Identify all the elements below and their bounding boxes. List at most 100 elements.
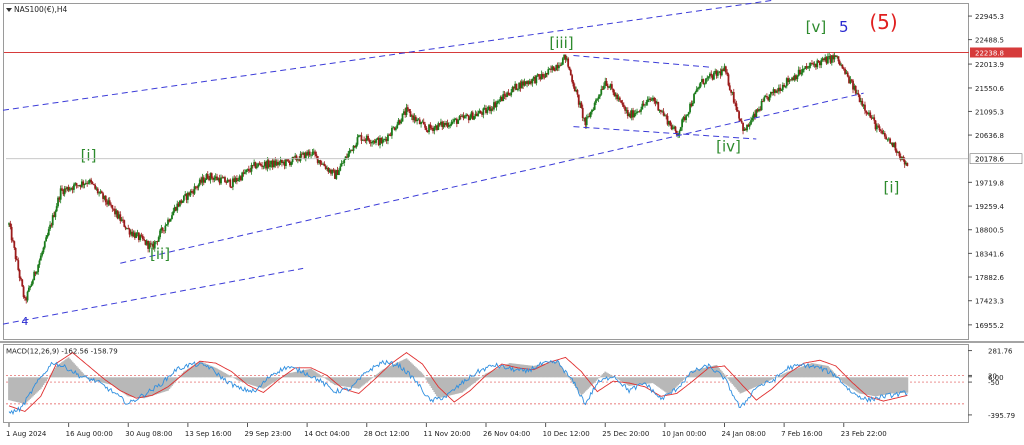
candle-body bbox=[98, 193, 100, 194]
candle-body bbox=[734, 103, 736, 104]
candle-body bbox=[696, 89, 698, 92]
candle-body bbox=[838, 56, 840, 61]
candle-body bbox=[762, 101, 764, 102]
candle-body bbox=[517, 89, 519, 90]
candle-body bbox=[889, 139, 891, 144]
candle-body bbox=[675, 127, 677, 131]
candle-body bbox=[477, 113, 479, 116]
wave-label-3: [iii] bbox=[549, 34, 573, 52]
candle-body bbox=[749, 124, 751, 126]
candle-body bbox=[375, 139, 377, 142]
candle-body bbox=[571, 75, 573, 82]
candle-body bbox=[12, 240, 14, 241]
candle-body bbox=[194, 186, 196, 193]
time-tick-label: 24 Jan 08:00 bbox=[722, 430, 766, 438]
candle-body bbox=[170, 219, 172, 221]
macd-histogram-bar bbox=[598, 377, 600, 378]
candle-body bbox=[371, 142, 373, 143]
candle-body bbox=[400, 122, 402, 124]
candle-body bbox=[355, 145, 357, 148]
price-tick-label: 22013.9 bbox=[975, 61, 1004, 69]
candle-body bbox=[402, 113, 404, 121]
candle-body bbox=[547, 69, 549, 74]
candle-body bbox=[785, 86, 787, 87]
candle-body bbox=[224, 177, 226, 182]
candle-body bbox=[339, 166, 341, 170]
time-tick-label: 14 Oct 04:00 bbox=[304, 430, 350, 438]
candle-body bbox=[32, 280, 34, 284]
candle-body bbox=[172, 211, 174, 215]
candle-body bbox=[602, 89, 604, 90]
candle-body bbox=[90, 180, 92, 182]
candle-body bbox=[343, 160, 345, 163]
candle-body bbox=[750, 120, 752, 124]
time-tick-label: 26 Nov 04:00 bbox=[483, 430, 530, 438]
candle-body bbox=[424, 124, 426, 127]
candle-body bbox=[586, 117, 588, 125]
candle-body bbox=[92, 182, 94, 184]
candle-body bbox=[452, 122, 454, 123]
candle-body bbox=[657, 102, 659, 111]
candle-body bbox=[101, 191, 103, 193]
candle-body bbox=[300, 154, 302, 161]
candle-body bbox=[310, 155, 312, 156]
candle-body bbox=[357, 137, 359, 145]
candle-body bbox=[231, 187, 233, 188]
candle-body bbox=[865, 111, 867, 113]
wave-label-9: 4 bbox=[21, 315, 28, 328]
candle-body bbox=[607, 86, 609, 88]
wave-label-8: [i] bbox=[884, 179, 900, 197]
candle-body bbox=[562, 58, 564, 64]
candle-body bbox=[61, 188, 63, 189]
candle-body bbox=[143, 239, 145, 240]
candle-body bbox=[347, 154, 349, 158]
candle-body bbox=[162, 228, 164, 231]
price-tick-label: 22488.5 bbox=[975, 37, 1004, 45]
candle-body bbox=[606, 81, 608, 86]
price-tick-label: 18800.5 bbox=[975, 227, 1004, 235]
candle-body bbox=[338, 171, 340, 175]
candle-body bbox=[663, 111, 665, 115]
candle-body bbox=[423, 122, 425, 124]
price-tick-label: 19259.4 bbox=[975, 203, 1004, 211]
candle-body bbox=[818, 61, 820, 63]
candle-body bbox=[800, 73, 802, 74]
candle-body bbox=[319, 160, 321, 163]
candle-body bbox=[651, 100, 653, 101]
candle-body bbox=[56, 206, 58, 211]
candle-body bbox=[728, 74, 730, 85]
macd-histogram-bar bbox=[725, 376, 727, 377]
candle-body bbox=[37, 265, 39, 272]
candle-body bbox=[207, 174, 209, 178]
candle-body bbox=[611, 84, 613, 89]
time-tick-label: 10 Dec 12:00 bbox=[543, 430, 590, 438]
candle-body bbox=[164, 226, 166, 231]
time-tick-label: 7 Feb 16:00 bbox=[781, 430, 822, 438]
candle-body bbox=[873, 117, 875, 120]
candle-body bbox=[803, 69, 805, 70]
candle-body bbox=[391, 128, 393, 136]
candle-body bbox=[498, 101, 500, 102]
wave-label-1: [i] bbox=[81, 147, 97, 165]
candle-body bbox=[251, 165, 253, 172]
candle-body bbox=[706, 78, 708, 79]
candle-body bbox=[480, 111, 482, 113]
candle-body bbox=[531, 79, 533, 84]
candle-body bbox=[738, 111, 740, 118]
candle-body bbox=[554, 70, 556, 71]
main-pane-frame bbox=[4, 4, 969, 340]
candle-body bbox=[467, 115, 469, 116]
candle-body bbox=[687, 114, 689, 115]
candle-body bbox=[41, 252, 43, 255]
candle-body bbox=[781, 90, 783, 91]
candle-body bbox=[851, 80, 853, 81]
candle-body bbox=[669, 121, 671, 125]
candle-body bbox=[48, 229, 50, 235]
candle-body bbox=[717, 72, 719, 76]
candle-body bbox=[88, 183, 90, 184]
candle-body bbox=[761, 101, 763, 110]
candle-body bbox=[349, 151, 351, 154]
